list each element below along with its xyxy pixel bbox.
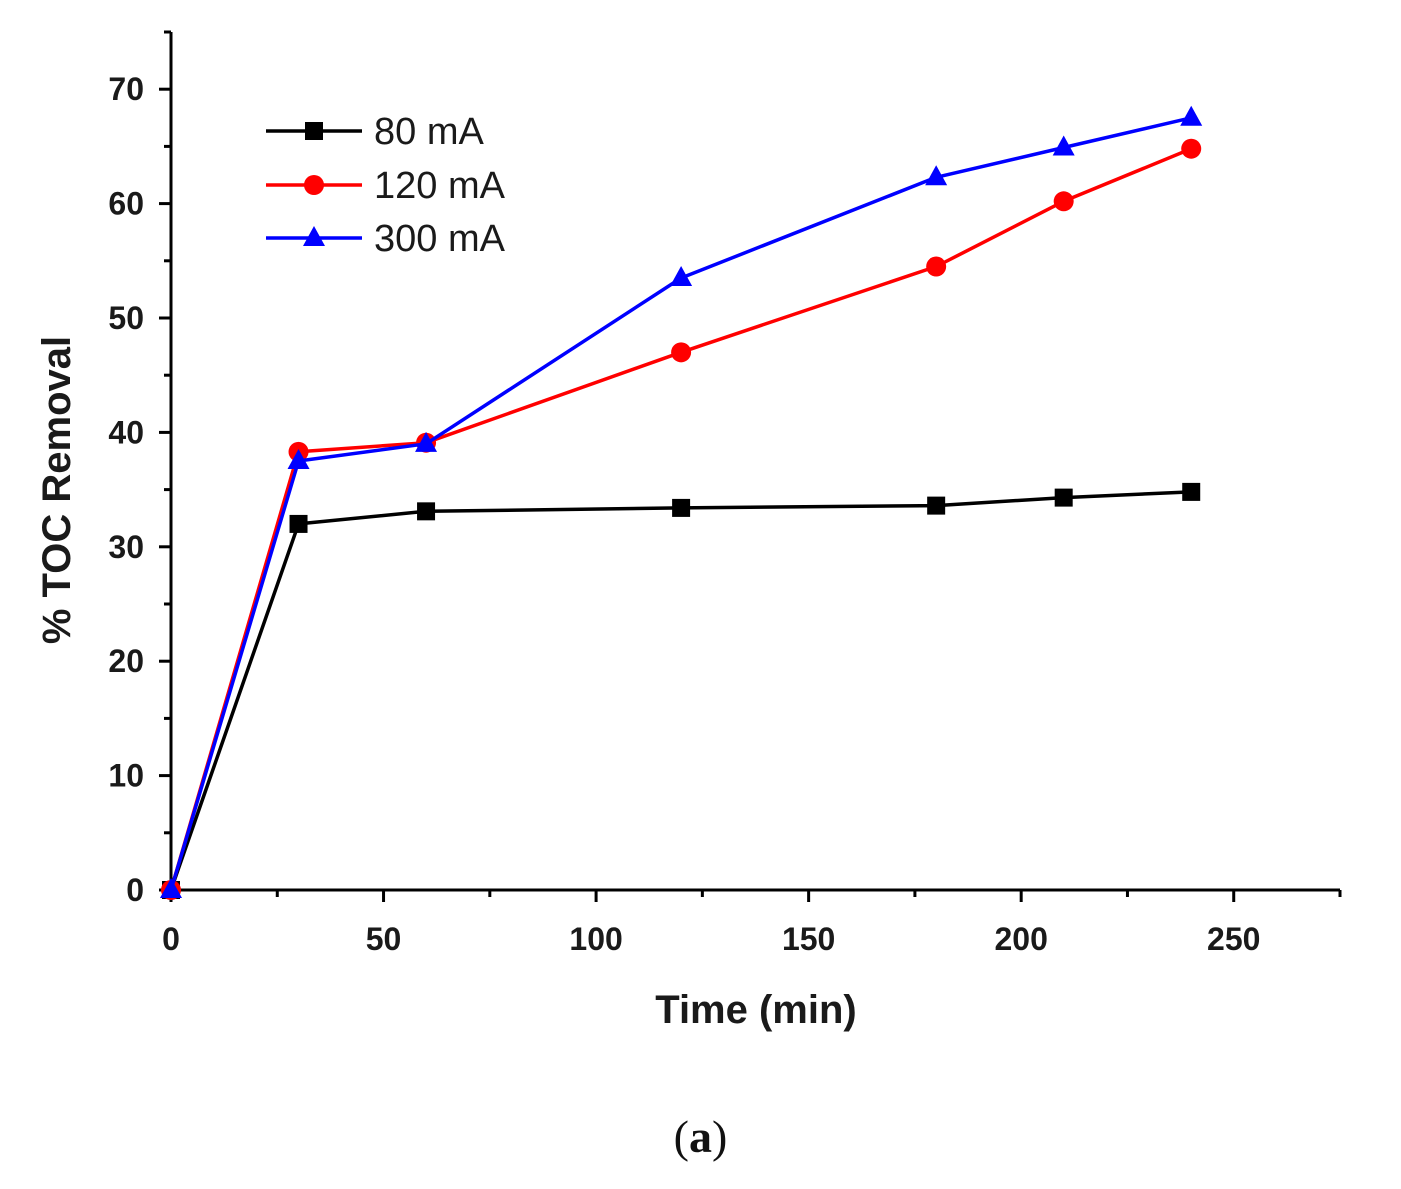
data-point [1054,488,1073,507]
data-point [670,265,693,286]
legend-marker [305,122,323,140]
legend-marker [304,175,324,195]
y-axis-title: % TOC Removal [35,336,79,644]
figure-caption: (a) [0,1110,1401,1163]
legend-marker [303,226,325,246]
series-300-ma [160,105,1203,898]
data-point [417,502,436,521]
y-tick-label: 60 [108,186,144,222]
y-tick-label: 30 [108,529,144,565]
x-tick-label: 250 [1207,921,1260,957]
caption-close-paren: ) [712,1111,728,1162]
x-tick-label: 50 [366,921,402,957]
y-tick-label: 10 [108,758,144,794]
legend-entry: 80 mA [266,111,484,153]
data-point [287,449,310,469]
legend-label: 300 mA [374,218,506,260]
y-tick-label: 70 [108,71,144,107]
legend: 80 mA 120 mA 300 mA [266,111,506,260]
x-tick-label: 200 [994,921,1047,957]
series-line [169,147,1192,891]
legend-entry: 120 mA [266,165,506,207]
plot-area [160,105,1203,900]
data-point [1182,482,1201,501]
series-80-ma [162,482,1201,899]
y-tick-label: 0 [126,872,144,908]
caption-letter: a [689,1111,712,1162]
data-point [926,256,947,277]
legend-label: 120 mA [374,165,506,207]
data-point [289,514,308,533]
data-point [925,165,948,186]
y-tick-label: 20 [108,643,144,679]
data-point [1052,135,1075,156]
data-point [671,342,692,363]
y-tick-label: 40 [108,414,144,450]
data-point [415,431,438,452]
data-point [1180,105,1203,126]
legend-entry: 300 mA [266,218,506,260]
data-point [672,498,691,517]
series-line [169,490,1192,891]
axes: 0 50 100 150 200 250 0 10 20 30 40 50 60 70 [108,30,1342,957]
data-point [160,878,182,898]
data-point [1053,191,1074,212]
x-tick-label: 150 [782,921,835,957]
caption-open-paren: ( [673,1111,689,1162]
data-point [1181,138,1202,159]
x-tick-label: 100 [569,921,622,957]
data-point [927,496,946,515]
series-120-ma [161,138,1202,900]
y-tick-label: 50 [108,300,144,336]
legend-label: 80 mA [374,111,484,153]
x-axis-title: Time (min) [655,988,857,1032]
x-tick-label: 0 [162,921,180,957]
